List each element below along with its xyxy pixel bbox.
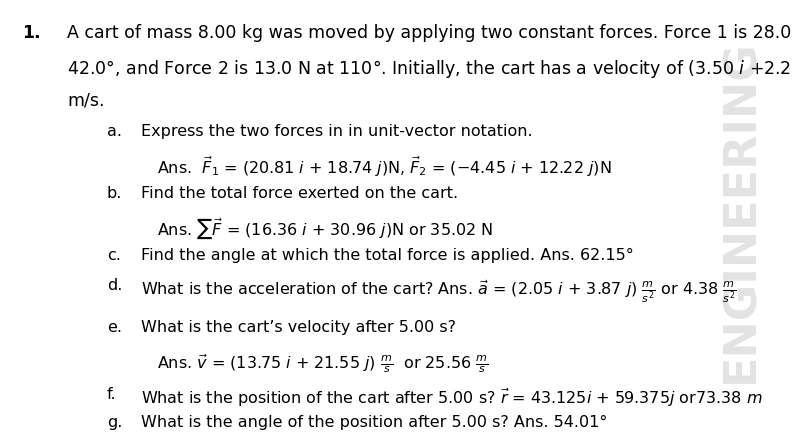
- Text: 42.0°, and Force 2 is 13.0 N at 110°. Initially, the cart has a velocity of (3.5: 42.0°, and Force 2 is 13.0 N at 110°. In…: [67, 58, 792, 80]
- Text: m/s.: m/s.: [67, 92, 105, 110]
- Text: ENGINEERING: ENGINEERING: [719, 39, 762, 382]
- Text: Find the angle at which the total force is applied. Ans. 62.15°: Find the angle at which the total force …: [141, 247, 634, 262]
- Text: What is the cart’s velocity after 5.00 s?: What is the cart’s velocity after 5.00 s…: [141, 319, 456, 334]
- Text: f.: f.: [107, 386, 116, 401]
- Text: What is the angle of the position after 5.00 s? Ans. 54.01°: What is the angle of the position after …: [141, 414, 607, 429]
- Text: a.: a.: [107, 124, 122, 138]
- Text: Ans.  $\vec{F}_1$ = (20.81 $i$ + 18.74 $j$)N, $\vec{F}_2$ = ($-$4.45 $i$ + 12.22: Ans. $\vec{F}_1$ = (20.81 $i$ + 18.74 $j…: [157, 154, 611, 178]
- Text: What is the acceleration of the cart? Ans. $\vec{a}$ = (2.05 $i$ + 3.87 $j$) $\f: What is the acceleration of the cart? An…: [141, 278, 737, 304]
- Text: b.: b.: [107, 186, 122, 201]
- Text: A cart of mass 8.00 kg was moved by applying two constant forces. Force 1 is 28.: A cart of mass 8.00 kg was moved by appl…: [67, 24, 792, 42]
- Text: d.: d.: [107, 278, 122, 293]
- Text: Ans. $\sum\vec{F}$ = (16.36 $i$ + 30.96 $j$)N or 35.02 N: Ans. $\sum\vec{F}$ = (16.36 $i$ + 30.96 …: [157, 216, 493, 241]
- Text: c.: c.: [107, 247, 121, 262]
- Text: e.: e.: [107, 319, 122, 334]
- Text: Express the two forces in in unit-vector notation.: Express the two forces in in unit-vector…: [141, 124, 532, 138]
- Text: 1.: 1.: [22, 24, 41, 42]
- Text: g.: g.: [107, 414, 122, 429]
- Text: Ans. $\vec{v}$ = (13.75 $i$ + 21.55 $j$) $\frac{m}{s}$  or 25.56 $\frac{m}{s}$: Ans. $\vec{v}$ = (13.75 $i$ + 21.55 $j$)…: [157, 351, 489, 374]
- Text: What is the position of the cart after 5.00 s? $\vec{r}$ = 43.125$i$ + 59.375$j$: What is the position of the cart after 5…: [141, 386, 763, 409]
- Text: Find the total force exerted on the cart.: Find the total force exerted on the cart…: [141, 186, 458, 201]
